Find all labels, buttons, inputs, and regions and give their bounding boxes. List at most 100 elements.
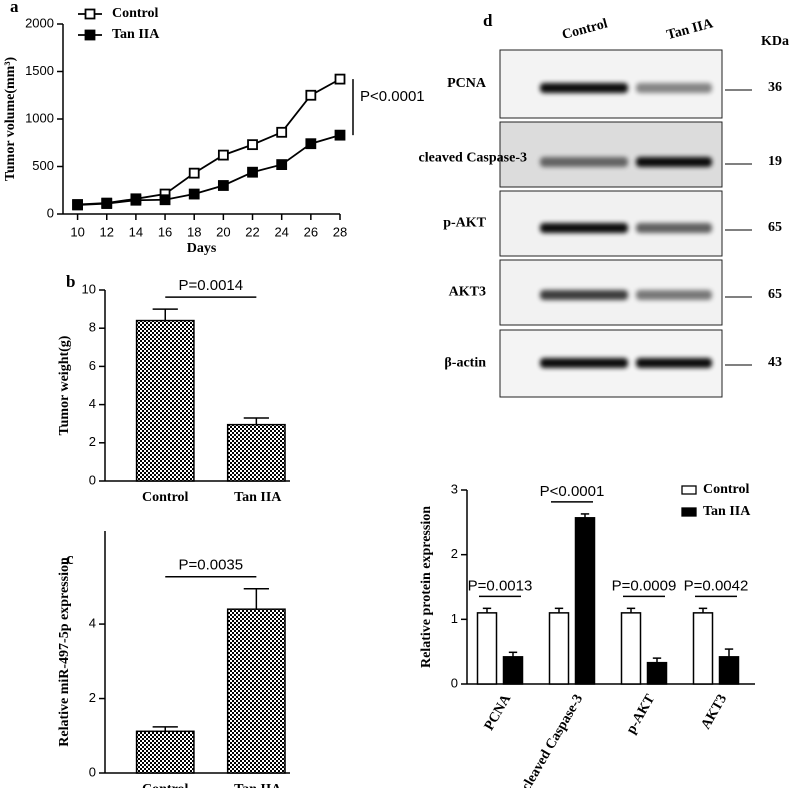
y-tick-label: 10 xyxy=(82,281,96,296)
x-tick-label: 28 xyxy=(333,224,347,239)
x-tick-label: 10 xyxy=(70,224,84,239)
marker xyxy=(334,129,346,141)
x-tick-label: AKT3 xyxy=(699,692,731,732)
x-tick-label: 18 xyxy=(187,224,201,239)
marker xyxy=(276,126,288,138)
blot-band xyxy=(540,223,628,233)
y-tick-label: 2 xyxy=(89,434,96,449)
marker xyxy=(130,194,142,206)
x-tick-label: 22 xyxy=(245,224,259,239)
y-axis-label: Relative protein expression xyxy=(419,506,434,668)
legend-marker xyxy=(84,8,96,20)
annotation: P<0.0001 xyxy=(540,483,605,500)
y-tick-label: 1500 xyxy=(25,63,54,78)
y-tick-label: 3 xyxy=(451,481,458,496)
kda-label: 19 xyxy=(768,154,782,169)
marker xyxy=(305,89,317,101)
y-tick-label: 500 xyxy=(32,158,54,173)
panel-letter: a xyxy=(10,0,19,16)
y-tick-label: 0 xyxy=(89,472,96,487)
blot-band xyxy=(636,157,712,167)
y-axis-label: Relative miR-497-5p expression xyxy=(57,557,72,747)
y-axis-label: Tumor weight(g) xyxy=(57,335,72,435)
marker xyxy=(334,73,346,85)
marker xyxy=(217,149,229,161)
kda-label: 65 xyxy=(768,287,782,302)
blot-band xyxy=(636,358,712,368)
legend-marker xyxy=(84,29,96,41)
series-line xyxy=(77,78,341,206)
row-label: β-actin xyxy=(444,356,486,371)
y-tick-label: 0 xyxy=(89,764,96,779)
legend-label: Tan IIA xyxy=(703,504,751,519)
bar xyxy=(135,730,195,774)
x-tick-label: 16 xyxy=(158,224,172,239)
marker xyxy=(188,188,200,200)
bar xyxy=(476,612,498,685)
legend-label: Tan IIA xyxy=(112,27,160,42)
marker xyxy=(188,167,200,179)
y-tick-label: 1000 xyxy=(25,110,54,125)
annotation: P=0.0014 xyxy=(178,277,243,294)
blot-band xyxy=(636,83,712,93)
series-line xyxy=(77,134,341,206)
marker xyxy=(72,199,83,211)
x-tick-label: PCNA xyxy=(482,691,515,733)
panel-letter: c xyxy=(66,549,74,568)
legend-label: Control xyxy=(112,6,159,21)
y-tick-label: 2 xyxy=(89,690,96,705)
bar xyxy=(692,612,714,685)
x-tick-label: 12 xyxy=(100,224,114,239)
annotation: P=0.0013 xyxy=(468,577,533,594)
blot-band xyxy=(540,83,628,93)
bar xyxy=(646,661,668,685)
legend-swatch xyxy=(681,507,697,517)
bar xyxy=(620,612,642,685)
y-tick-label: 1 xyxy=(451,611,458,626)
y-tick-label: 6 xyxy=(89,358,96,373)
blot-band xyxy=(636,290,712,300)
blot-band xyxy=(636,223,712,233)
legend-swatch xyxy=(681,485,697,495)
blot-band xyxy=(540,157,628,167)
marker xyxy=(217,180,229,191)
kda-label: 43 xyxy=(768,355,782,370)
kda-label: 65 xyxy=(768,220,782,235)
marker xyxy=(247,166,258,178)
row-label: p-AKT xyxy=(443,216,486,231)
annotation: P<0.0001 xyxy=(360,88,425,105)
kda-label: 36 xyxy=(768,80,782,95)
bar xyxy=(548,612,570,685)
x-tick-label: 26 xyxy=(304,224,318,239)
annotation: P=0.0009 xyxy=(612,577,677,594)
lane-label: Control xyxy=(561,16,610,43)
x-tick-label: 24 xyxy=(274,224,288,239)
lane-label: Tan IIA xyxy=(665,16,715,43)
bar xyxy=(718,656,740,685)
x-tick-label: Tan IIA xyxy=(234,782,282,788)
y-tick-label: 2000 xyxy=(25,15,54,30)
y-tick-label: 0 xyxy=(451,675,458,690)
marker xyxy=(305,138,317,150)
x-tick-label: Control xyxy=(142,782,189,788)
row-label: AKT3 xyxy=(449,285,486,300)
marker xyxy=(247,139,258,151)
x-tick-label: Tan IIA xyxy=(234,490,282,505)
blot-band xyxy=(540,358,628,368)
panel-letter: d xyxy=(483,11,493,30)
bar xyxy=(226,423,286,482)
x-tick-label: 14 xyxy=(129,224,143,239)
y-axis-label: Tumor volume(mm³) xyxy=(3,56,18,181)
y-tick-label: 8 xyxy=(89,320,96,335)
y-tick-label: 2 xyxy=(451,546,458,561)
annotation: P=0.0042 xyxy=(684,577,749,594)
bar xyxy=(502,656,524,685)
blot-band xyxy=(540,290,628,300)
x-tick-label: Control xyxy=(142,490,189,505)
row-label: cleaved Caspase-3 xyxy=(419,151,528,166)
marker xyxy=(159,194,171,206)
legend-label: Control xyxy=(703,482,750,497)
annotation: P=0.0035 xyxy=(178,557,243,574)
row-label: PCNA xyxy=(447,76,487,91)
